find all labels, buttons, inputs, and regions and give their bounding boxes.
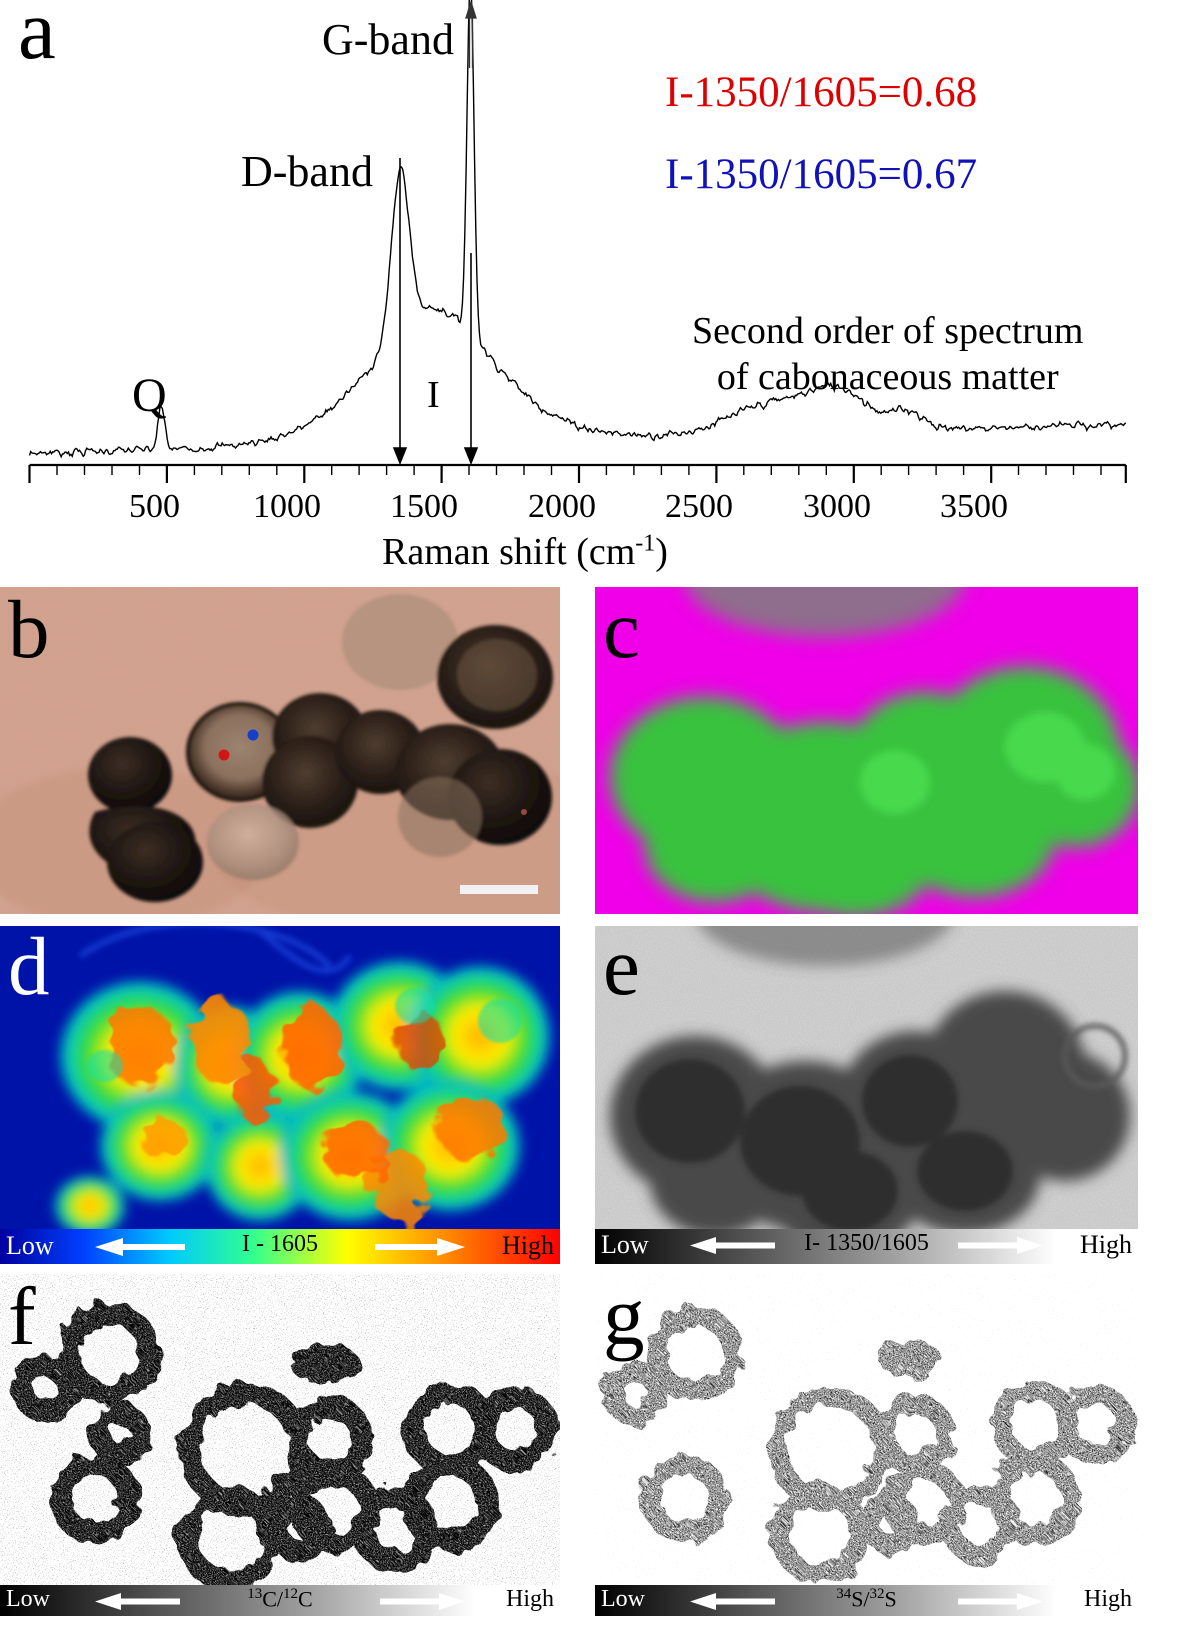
svg-text:g: g bbox=[603, 1274, 645, 1362]
svg-text:b: b bbox=[8, 587, 50, 675]
svg-text:c: c bbox=[603, 587, 640, 675]
svg-text:e: e bbox=[603, 926, 640, 1012]
svg-text:d: d bbox=[8, 926, 50, 1012]
svg-text:f: f bbox=[8, 1274, 36, 1362]
